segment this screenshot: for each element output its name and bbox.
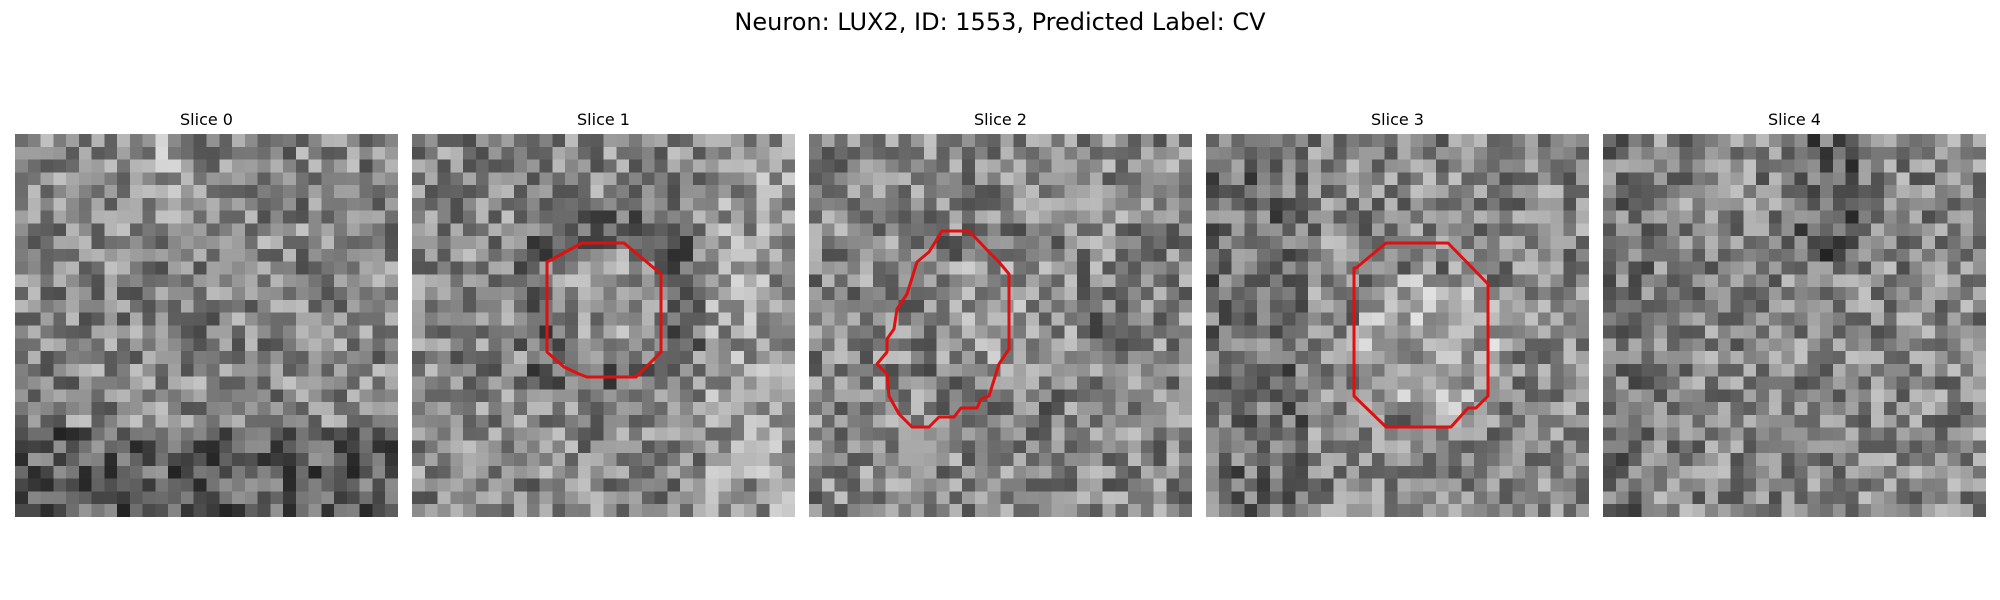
slice-4-pixels [1603, 134, 1986, 517]
slice-3-title: Slice 3 [1206, 110, 1589, 130]
slice-3-image [1206, 134, 1589, 517]
slice-0-image [15, 134, 398, 517]
slice-1-title: Slice 1 [412, 110, 795, 130]
slice-1-roi-overlay [412, 134, 795, 517]
slice-3-roi-contour [1354, 243, 1488, 427]
slice-2-image [809, 134, 1192, 517]
slice-1-roi-contour [547, 243, 661, 377]
slice-0-pixels [15, 134, 398, 517]
slice-4-title: Slice 4 [1603, 110, 1986, 130]
slice-2-roi-contour [877, 231, 1009, 427]
slice-2-title: Slice 2 [809, 110, 1192, 130]
figure-title: Neuron: LUX2, ID: 1553, Predicted Label:… [0, 6, 2000, 38]
slice-2-roi-overlay [809, 134, 1192, 517]
slice-4-image [1603, 134, 1986, 517]
slice-3-roi-overlay [1206, 134, 1589, 517]
slice-1-image [412, 134, 795, 517]
slice-0-title: Slice 0 [15, 110, 398, 130]
